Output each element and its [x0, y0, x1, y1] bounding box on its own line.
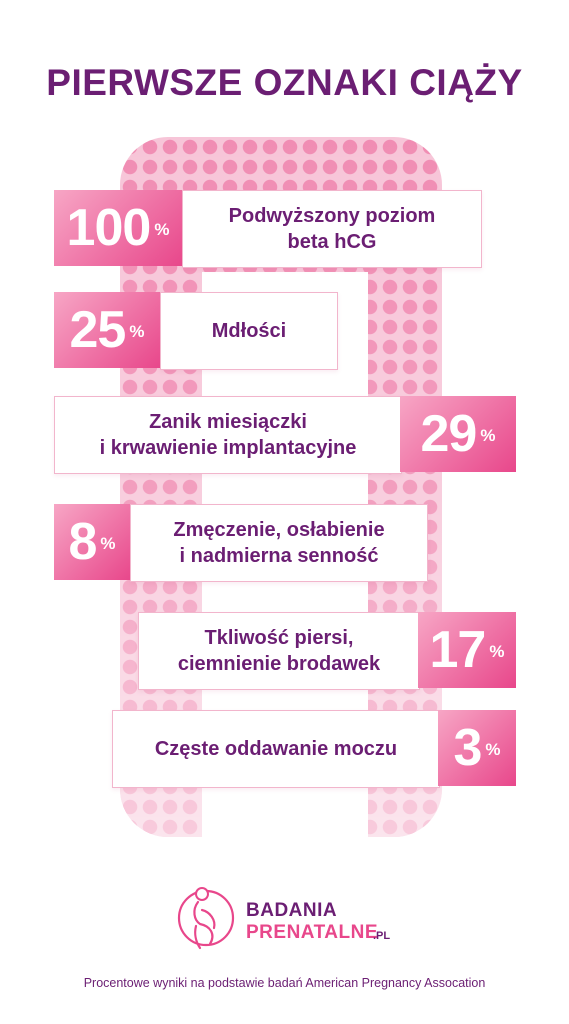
stat-label-line: Zmęczenie, osłabienie — [173, 519, 385, 541]
stat-percent-5: 17 % — [418, 612, 516, 688]
stat-label-line: Mdłości — [211, 320, 287, 342]
page-title: PIERWSZE OZNAKI CIĄŻY — [46, 62, 523, 103]
stat-value: 25 — [69, 301, 127, 359]
source-footnote: Procentowe wyniki na podstawie badań Ame… — [83, 976, 486, 990]
brand-name-line2: PRENATALNE — [246, 922, 379, 943]
stat-value: 17 — [429, 621, 487, 679]
stat-card-1: Podwyższony poziom beta hCG — [182, 190, 482, 268]
stat-percent-2: 25 % — [54, 292, 160, 368]
stat-value: 8 — [68, 513, 97, 571]
stat-unit: % — [154, 220, 170, 239]
brand-domain-suffix: .PL — [373, 930, 391, 942]
stat-card-6: Częste oddawanie moczu — [112, 710, 440, 788]
stat-card-2: Mdłości — [160, 292, 338, 370]
stat-label-line: i nadmierna senność — [179, 545, 379, 567]
stat-label-line: beta hCG — [287, 231, 377, 253]
stat-percent-3: 29 % — [400, 396, 516, 472]
stat-unit: % — [100, 534, 116, 553]
stat-label-line: Częste oddawanie moczu — [154, 738, 398, 760]
stat-label-line: i krwawienie implantacyjne — [99, 437, 357, 459]
stat-percent-1: 100 % — [54, 190, 182, 266]
stat-card-4: Zmęczenie, osłabienie i nadmierna sennoś… — [130, 504, 428, 582]
stat-card-5: Tkliwość piersi, ciemnienie brodawek — [138, 612, 420, 690]
stat-label-line: Podwyższony poziom — [228, 205, 436, 227]
pregnant-woman-icon — [177, 887, 235, 950]
stat-percent-4: 8 % — [54, 504, 130, 580]
stat-card-3: Zanik miesiączki i krwawienie implantacy… — [54, 396, 402, 474]
brand-name-line1: BADANIA — [246, 900, 338, 921]
stat-percent-6: 3 % — [438, 710, 516, 786]
stat-unit: % — [129, 322, 145, 341]
stat-value: 29 — [420, 405, 478, 463]
stat-label-line: ciemnienie brodawek — [177, 653, 381, 675]
stat-label-line: Zanik miesiączki — [149, 411, 307, 433]
stat-unit: % — [480, 426, 496, 445]
stat-unit: % — [489, 642, 505, 661]
stat-value: 100 — [66, 199, 152, 257]
stat-value: 3 — [453, 719, 482, 777]
stat-unit: % — [485, 740, 501, 759]
stat-label-line: Tkliwość piersi, — [204, 627, 354, 649]
